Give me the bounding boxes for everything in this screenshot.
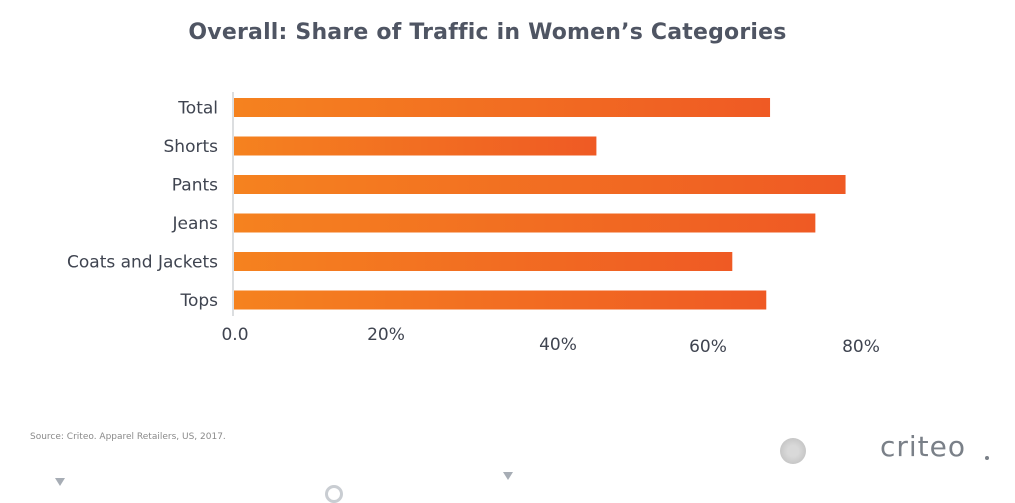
logo-dot (985, 456, 989, 460)
bar-tops (234, 290, 767, 310)
bar-total (234, 98, 771, 117)
bar-shorts (234, 136, 597, 156)
x-tick-label: 40% (539, 335, 577, 355)
decorative-dot (780, 438, 806, 464)
category-label: Total (177, 99, 218, 119)
decorative-triangle (55, 478, 65, 486)
bar-coats-and-jackets (234, 252, 733, 271)
category-label: Shorts (164, 137, 219, 157)
decorative-ring (325, 485, 343, 503)
decorative-triangle (503, 472, 513, 480)
bar-jeans (234, 213, 816, 233)
chart-title: Overall: Share of Traffic in Women’s Cat… (188, 20, 787, 45)
category-label: Tops (179, 291, 218, 311)
x-tick-label: 20% (367, 325, 405, 345)
criteo-logo: criteo (880, 430, 967, 463)
x-tick-label: 0.0 (221, 325, 248, 345)
x-tick-label: 80% (842, 337, 880, 357)
bar-pants (234, 175, 846, 194)
x-tick-label: 60% (689, 337, 727, 357)
category-label: Pants (172, 176, 218, 196)
category-label: Coats and Jackets (67, 253, 218, 273)
source-note: Source: Criteo. Apparel Retailers, US, 2… (30, 432, 226, 442)
category-label: Jeans (171, 214, 218, 234)
